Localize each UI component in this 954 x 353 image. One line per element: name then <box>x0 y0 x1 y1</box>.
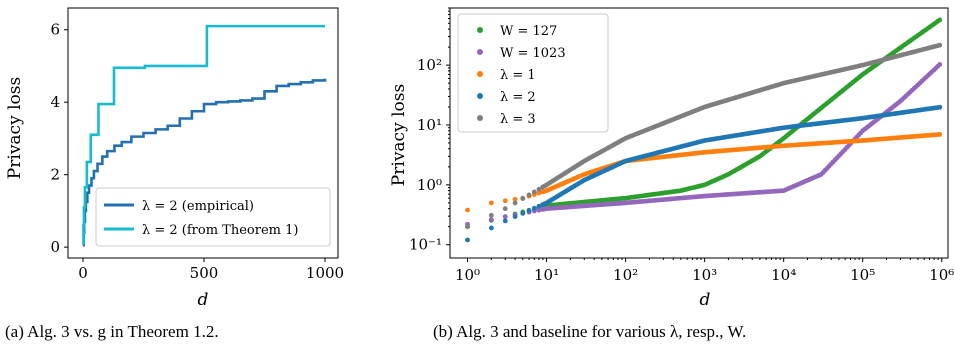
chart-b-point <box>937 132 943 137</box>
chart-b-legend-label: λ = 1 <box>500 68 536 83</box>
chart-b-x-tick-label: 10⁴ <box>771 266 796 284</box>
caption-a: (a) Alg. 3 vs. g in Theorem 1.2. <box>5 322 219 341</box>
chart-b-legend-label: λ = 2 <box>500 90 536 105</box>
chart-b: 10⁰ 10¹ 10² 10³ 10⁴ 10⁵ 10⁶ 10⁻¹ 10⁰ 10¹ 10² W = 1… <box>389 7 954 310</box>
chart-b-point <box>526 192 532 198</box>
chart-b-x-axis-label: d <box>700 290 711 310</box>
chart-b-point <box>937 17 943 23</box>
chart-b-plot-area <box>449 7 949 259</box>
chart-a-legend: λ = 2 (empirical) λ = 2 (from Theorem 1) <box>95 187 331 247</box>
chart-b-point <box>502 206 508 212</box>
chart-b-point <box>536 186 542 192</box>
chart-b-series <box>465 104 943 243</box>
figure: 0 500 1000 0 2 4 6 λ = 2 (empirical) λ = 2 (fro… <box>5 7 954 310</box>
chart-a-x-tick-label: 0 <box>78 264 88 282</box>
chart-a-plot-area <box>67 7 339 259</box>
chart-a-x-tick-label: 500 <box>190 264 219 282</box>
chart-b-legend: W = 127 W = 1023 λ = 1 λ = 2 λ = 3 <box>457 13 609 133</box>
chart-a-y-tick-label: 6 <box>50 21 60 39</box>
chart-b-legend-swatch <box>477 115 483 121</box>
chart-b-x-tick-label: 10³ <box>692 266 717 284</box>
chart-b-point <box>520 210 526 216</box>
chart-b-point <box>488 212 494 218</box>
chart-b-point <box>937 42 943 48</box>
chart-b-x-tick-label: 10⁵ <box>850 266 875 284</box>
chart-b-point <box>512 200 518 206</box>
chart-b-point <box>536 190 542 196</box>
chart-b-y-tick-label: 10⁻¹ <box>409 236 442 254</box>
chart-b-point <box>512 196 518 202</box>
chart-b-point <box>536 207 542 213</box>
chart-a-series-empirical <box>82 78 327 247</box>
chart-b-legend-swatch <box>477 49 483 55</box>
chart-b-point <box>502 214 508 220</box>
chart-b-point <box>531 205 537 211</box>
chart-a-y-axis-label: Privacy loss <box>5 77 25 179</box>
chart-b-point <box>465 207 470 213</box>
chart-a-y-tick-label: 2 <box>50 166 60 184</box>
chart-b-y-tick-label: 10⁰ <box>417 176 442 194</box>
chart-b-legend-swatch <box>477 71 483 77</box>
chart-b-y-tick-label: 10² <box>417 56 442 74</box>
chart-b-legend-label: W = 127 <box>500 24 557 39</box>
chart-b-point <box>502 218 508 224</box>
chart-b-point <box>488 200 494 206</box>
chart-b-y-tick-label: 10¹ <box>417 116 442 134</box>
chart-b-legend-label: λ = 3 <box>500 112 536 127</box>
chart-a-legend-label: λ = 2 (empirical) <box>142 199 254 214</box>
chart-b-point <box>536 203 542 209</box>
chart-b-legend-box <box>457 13 609 133</box>
chart-b-point <box>531 189 537 195</box>
chart-b-series <box>465 132 943 213</box>
chart-a: 0 500 1000 0 2 4 6 λ = 2 (empirical) λ = 2 (fro… <box>5 7 344 310</box>
chart-b-point <box>465 224 470 230</box>
chart-b-x-tick-label: 10⁰ <box>455 266 480 284</box>
chart-b-legend-label: W = 1023 <box>500 46 566 61</box>
chart-a-x-axis-label: d <box>198 290 209 310</box>
chart-b-point <box>520 196 526 201</box>
chart-b-point <box>502 198 508 204</box>
chart-b-series <box>465 42 943 230</box>
caption-b: (b) Alg. 3 and baseline for various λ, r… <box>433 322 747 341</box>
chart-b-legend-swatch <box>477 93 483 99</box>
chart-b-point <box>526 208 532 213</box>
chart-a-series-theorem <box>82 24 325 245</box>
chart-b-point <box>512 214 518 219</box>
chart-b-point <box>488 225 494 231</box>
chart-b-point <box>488 217 494 222</box>
chart-a-x-tick-label: 1000 <box>306 264 344 282</box>
chart-b-point <box>465 237 470 243</box>
chart-b-y-axis-label: Privacy loss <box>389 84 409 186</box>
chart-a-y-tick-label: 4 <box>50 93 60 111</box>
chart-b-point <box>937 62 943 67</box>
chart-a-legend-label: λ = 2 (from Theorem 1) <box>142 223 298 238</box>
chart-a-legend-box <box>95 187 331 247</box>
chart-b-point <box>937 104 943 110</box>
chart-b-series <box>465 62 943 227</box>
chart-b-x-tick-label: 10² <box>613 266 638 284</box>
chart-a-y-tick-label: 0 <box>50 238 60 256</box>
chart-b-x-tick-label: 10¹ <box>534 266 559 284</box>
chart-b-legend-swatch <box>477 27 483 33</box>
chart-b-x-tick-label: 10⁶ <box>929 266 954 284</box>
